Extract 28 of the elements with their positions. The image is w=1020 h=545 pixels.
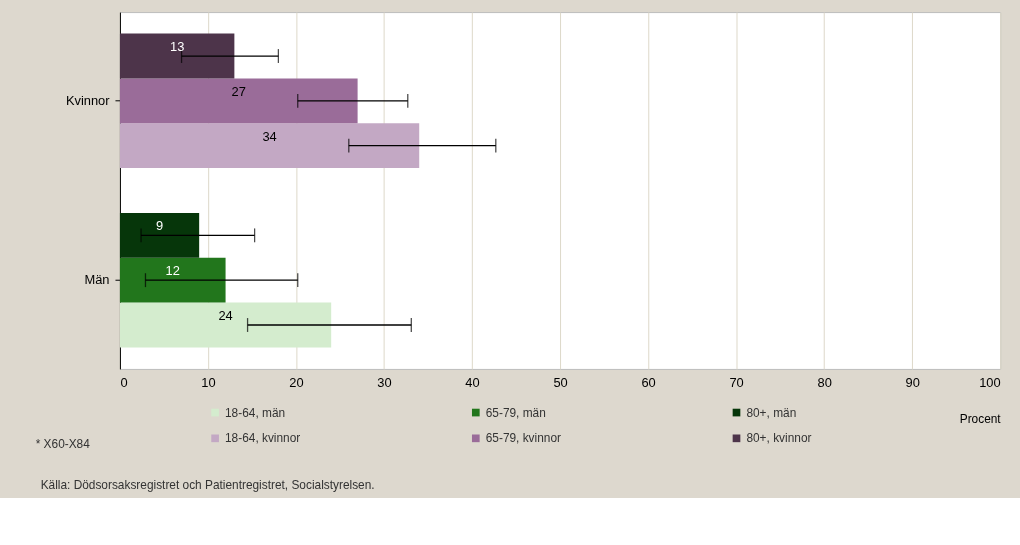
x-tick-label: 50: [553, 375, 568, 391]
x-tick-label: 90: [905, 375, 920, 391]
data-label: 9: [155, 218, 164, 234]
x-tick-label: 30: [377, 375, 392, 391]
legend-label: 65-79, kvinnor: [485, 431, 562, 446]
x-tick-label: 40: [465, 375, 480, 391]
legend-label: 80+, män: [746, 405, 797, 420]
y-tick-label: Kvinnor: [65, 92, 111, 108]
data-label: 27: [231, 83, 246, 99]
legend-label: 18-64, män: [225, 405, 286, 420]
x-tick-label: 80: [817, 375, 832, 391]
x-axis-title: Procent: [959, 411, 1002, 426]
legend-label: 65-79, män: [485, 405, 546, 420]
data-label: 13: [169, 39, 185, 55]
x-tick-label: 70: [729, 375, 744, 391]
y-tick-label: Män: [84, 272, 110, 288]
data-label: 12: [165, 263, 180, 279]
legend-label: 80+, kvinnor: [746, 431, 812, 446]
x-tick-label: 0: [120, 375, 128, 391]
x-tick-label: 20: [289, 375, 304, 391]
data-label: 34: [262, 128, 277, 144]
text: Källa: Dödsorsaksregistret och Patientregistret, Socialstyrelsen.: [40, 477, 375, 492]
legend-label: 18-64, kvinnor: [225, 431, 301, 446]
text: * X60-X84: [35, 437, 91, 452]
x-tick-label: 100: [979, 375, 1001, 391]
x-tick-label: 10: [201, 375, 216, 391]
x-tick-label: 60: [641, 375, 656, 391]
data-label: 24: [218, 308, 233, 324]
